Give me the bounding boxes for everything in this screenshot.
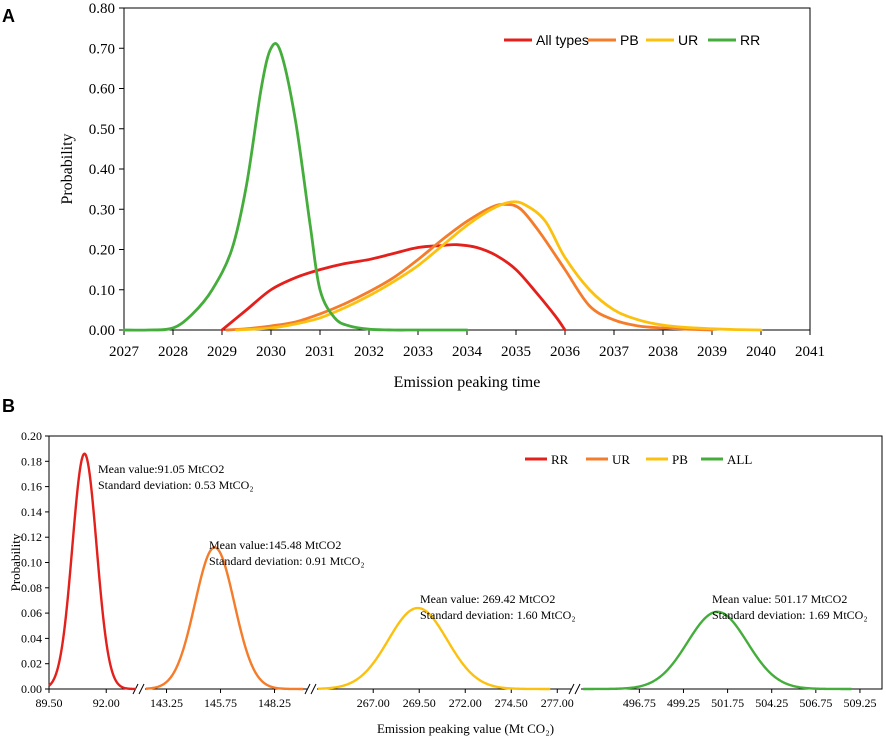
plot-frame-a <box>123 7 811 331</box>
x-tick-label-a: 2034 <box>452 344 483 360</box>
x-tick-label-a: 2035 <box>501 344 531 360</box>
axis-break-mark <box>310 683 317 695</box>
y-tick-label-b: 0.12 <box>21 530 42 544</box>
y-tick-label-a: 0.00 <box>89 323 115 339</box>
series-line-a-all-types <box>220 243 567 332</box>
legend-label-a: All types <box>536 32 589 48</box>
x-tick-label-a: 2039 <box>697 344 727 360</box>
x-tick-label-b: 145.75 <box>204 696 237 710</box>
x-axis-label-b: Emission peaking value (Mt CO₂) <box>377 721 554 736</box>
axis-break-gap <box>135 683 145 695</box>
panel-b-chart: 0.00 0.02 0.04 0.06 0.08 0.10 0.12 0.14 0.16 0.18… <box>8 429 883 736</box>
x-tick-label-b: 274.50 <box>495 696 528 710</box>
legend-label-a: UR <box>678 32 698 48</box>
y-tick-label-a: 0.80 <box>89 1 115 17</box>
panel-b-letter: B <box>2 396 15 416</box>
x-axis-label-a: Emission peaking time <box>394 374 541 391</box>
x-tick-label-a: 2040 <box>746 344 776 360</box>
y-tick-label-b: 0.08 <box>21 581 42 595</box>
y-axis-label-b: Probability <box>8 533 23 591</box>
axis-break-mark <box>574 683 581 695</box>
annotation-sd: Standard deviation: 1.60 MtCO₂ <box>420 608 576 622</box>
y-tick-label-b: 0.02 <box>21 657 42 671</box>
series-line-a-ur <box>235 200 763 332</box>
x-tick-label-b: 269.50 <box>403 696 436 710</box>
x-tick-label-a: 2033 <box>403 344 433 360</box>
series-line-b-pb <box>317 606 551 691</box>
series-line-a-pb <box>225 202 714 332</box>
x-tick-label-b: 506.75 <box>799 696 832 710</box>
y-tick-label-b: 0.14 <box>21 505 42 519</box>
x-tick-label-b: 148.25 <box>258 696 291 710</box>
series-line-b-all <box>583 610 852 691</box>
legend-label-a: RR <box>740 32 760 48</box>
axis-break-mark <box>568 683 575 695</box>
legend-label-b: ALL <box>727 452 752 467</box>
x-tick-label-b: 272.00 <box>449 696 482 710</box>
x-tick-label-b: 496.75 <box>623 696 656 710</box>
y-tick-label-b: 0.20 <box>21 429 42 443</box>
x-tick-label-b: 143.25 <box>150 696 183 710</box>
axis-break-gap <box>307 683 317 695</box>
legend-label-a: PB <box>620 32 639 48</box>
y-tick-label-a: 0.30 <box>89 202 115 218</box>
legend-label-b: RR <box>551 452 569 467</box>
x-tick-label-a: 2038 <box>648 344 678 360</box>
x-tick-label-a: 2030 <box>256 344 286 360</box>
x-tick-label-a: 2028 <box>158 344 188 360</box>
annotation-mean: Mean value:91.05 MtCO2 <box>98 462 224 476</box>
y-tick-label-a: 0.60 <box>89 82 115 98</box>
y-tick-label-b: 0.00 <box>21 682 42 696</box>
x-tick-label-b: 501.75 <box>711 696 744 710</box>
annotation-sd: Standard deviation: 1.69 MtCO₂ <box>712 608 868 622</box>
x-tick-label-b: 92.00 <box>93 696 120 710</box>
legend-label-b: PB <box>672 452 688 467</box>
y-tick-label-a: 0.40 <box>89 162 115 178</box>
x-tick-label-a: 2036 <box>550 344 581 360</box>
y-tick-label-b: 0.04 <box>21 631 42 645</box>
annotation-sd: Standard deviation: 0.91 MtCO₂ <box>209 554 365 568</box>
annotation-mean: Mean value:145.48 MtCO2 <box>209 538 341 552</box>
y-tick-label-a: 0.20 <box>89 243 115 259</box>
x-tick-label-a: 2031 <box>305 344 335 360</box>
annotation-mean: Mean value: 269.42 MtCO2 <box>420 592 555 606</box>
x-tick-label-a: 2029 <box>207 344 237 360</box>
y-tick-label-b: 0.06 <box>21 606 42 620</box>
y-tick-label-a: 0.10 <box>89 283 115 299</box>
panel-a-letter: A <box>2 6 15 26</box>
x-tick-label-a: 2037 <box>599 344 630 360</box>
y-axis-label-a: Probability <box>59 133 76 204</box>
axis-break-mark <box>138 683 145 695</box>
y-tick-label-b: 0.10 <box>21 556 42 570</box>
y-tick-label-a: 0.50 <box>89 122 115 138</box>
panel-a-chart: 2027 2028 2029 2030 2031 2032 2033 2034 2035 2036… <box>59 1 825 391</box>
annotation-sd: Standard deviation: 0.53 MtCO₂ <box>98 478 254 492</box>
x-tick-label-b: 267.00 <box>357 696 390 710</box>
x-tick-label-b: 89.50 <box>36 696 63 710</box>
x-tick-label-b: 504.25 <box>755 696 788 710</box>
x-tick-label-a: 2027 <box>109 344 140 360</box>
axis-break-mark <box>304 683 311 695</box>
y-tick-label-b: 0.18 <box>21 454 42 468</box>
axis-break-gap <box>571 683 581 695</box>
x-tick-label-b: 509.25 <box>843 696 876 710</box>
x-tick-label-b: 277.00 <box>541 696 574 710</box>
y-tick-label-b: 0.16 <box>21 480 42 494</box>
x-tick-label-a: 2032 <box>354 344 384 360</box>
y-tick-label-a: 0.70 <box>89 41 115 57</box>
x-tick-label-b: 499.25 <box>667 696 700 710</box>
series-line-a-rr <box>122 42 469 332</box>
series-line-b-ur <box>145 546 304 691</box>
series-line-b-rr <box>48 452 137 691</box>
annotation-mean: Mean value: 501.17 MtCO2 <box>712 592 847 606</box>
x-tick-label-a: 2041 <box>795 344 825 360</box>
legend-label-b: UR <box>612 452 630 467</box>
